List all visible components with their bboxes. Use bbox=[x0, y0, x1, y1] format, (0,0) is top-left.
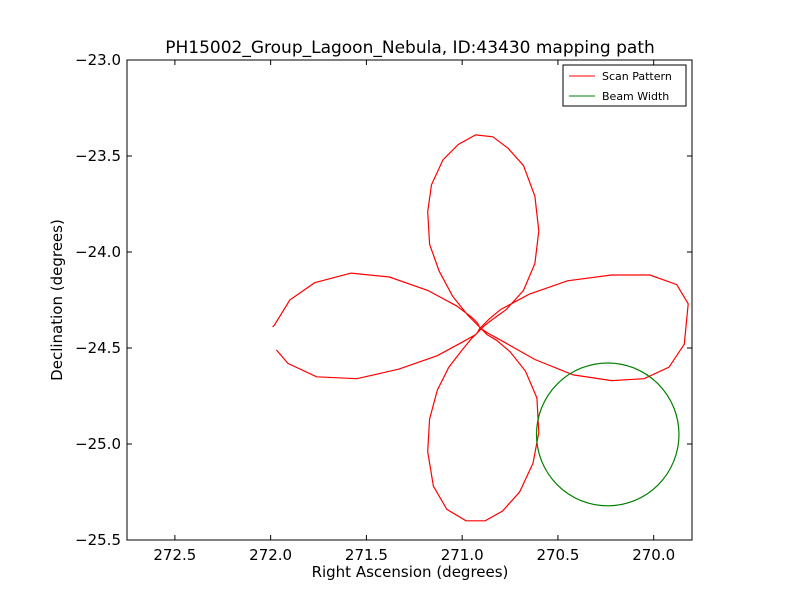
x-tick-label-4: 270.5 bbox=[536, 546, 579, 564]
chart-title: PH15002_Group_Lagoon_Nebula, ID:43430 ma… bbox=[165, 38, 655, 58]
x-tick-label-0: 272.5 bbox=[153, 546, 196, 564]
y-tick-label-3: −24.5 bbox=[75, 339, 121, 357]
x-tick-label-5: 270.0 bbox=[632, 546, 675, 564]
plot-area bbox=[272, 134, 689, 522]
beam-width-circle bbox=[535, 362, 680, 507]
x-tick-label-1: 272.0 bbox=[249, 546, 292, 564]
y-tick-label-2: −24.0 bbox=[75, 243, 121, 261]
axes-frame bbox=[126, 59, 693, 541]
x-axis-label: Right Ascension (degrees) bbox=[312, 563, 509, 581]
scan-pattern-line bbox=[272, 134, 689, 522]
x-tick-label-2: 271.5 bbox=[345, 546, 388, 564]
legend: Scan Pattern Beam Width bbox=[562, 64, 687, 107]
y-tick-label-4: −25.0 bbox=[75, 435, 121, 453]
legend-label-scan-pattern: Scan Pattern bbox=[602, 70, 672, 83]
y-axis-label: Declination (degrees) bbox=[48, 219, 66, 381]
axis-ticks: 272.5 272.0 271.5 271.0 270.5 270.0 −23.0 −23.5… bbox=[75, 51, 692, 564]
legend-label-beam-width: Beam Width bbox=[602, 90, 669, 103]
y-tick-label-5: −25.5 bbox=[75, 531, 121, 549]
y-tick-label-1: −23.5 bbox=[75, 147, 121, 165]
y-tick-label-0: −23.0 bbox=[75, 51, 121, 69]
x-tick-label-3: 271.0 bbox=[441, 546, 484, 564]
legend-box bbox=[562, 64, 687, 107]
